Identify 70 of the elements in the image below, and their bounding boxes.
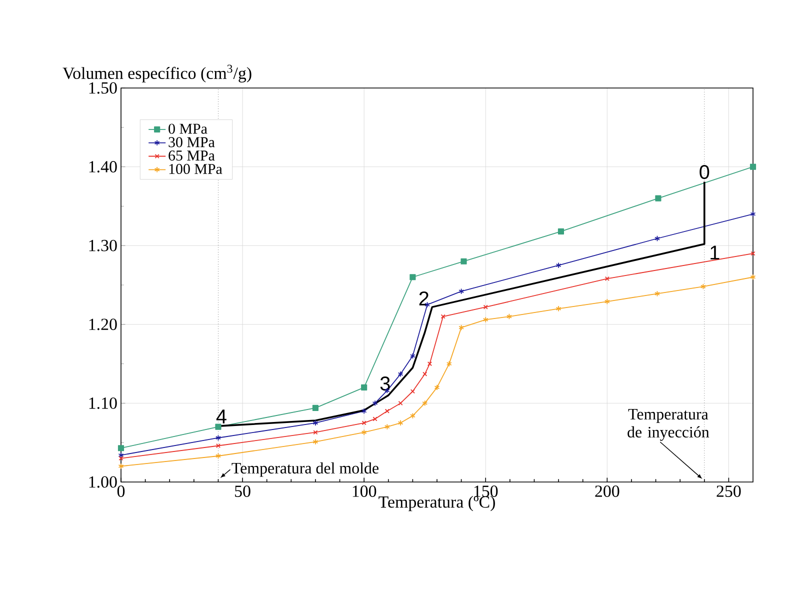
point	[604, 276, 610, 281]
point	[372, 416, 378, 422]
point	[410, 389, 415, 394]
point	[700, 284, 706, 290]
point	[483, 304, 488, 310]
point	[458, 288, 464, 294]
point	[361, 408, 367, 414]
point	[410, 274, 416, 280]
annotation: 0	[700, 164, 710, 180]
point	[558, 228, 564, 234]
annotation: 1	[710, 246, 720, 260]
y-tick-label: 1.50	[89, 82, 117, 94]
legend-label: 30 MPa	[168, 137, 215, 148]
point	[410, 412, 416, 419]
legend-label: 100 MPa	[169, 164, 222, 174]
point	[372, 400, 378, 406]
ref-line-label: Temperatura del molde	[232, 462, 378, 477]
point	[410, 352, 416, 359]
point	[556, 306, 562, 312]
y-tick-label: 1.40	[89, 161, 117, 173]
point	[362, 420, 366, 426]
point	[604, 298, 610, 305]
point	[460, 258, 467, 264]
point	[398, 371, 404, 378]
point	[434, 384, 440, 390]
ref-line-label: Temperatura de inyección	[628, 408, 710, 441]
legend-label: 65 MPa	[168, 150, 215, 161]
point	[440, 314, 446, 319]
point	[384, 424, 390, 430]
point	[458, 324, 464, 331]
x-tick-label: 150	[474, 486, 498, 497]
point	[654, 290, 660, 297]
y-tick-label: 1.20	[89, 318, 117, 330]
point	[427, 362, 432, 366]
x-tick-label: 50	[235, 486, 250, 497]
x-tick-label: 250	[716, 486, 741, 497]
point	[313, 430, 318, 435]
x-tick-label: 100	[352, 486, 376, 497]
point	[118, 445, 124, 452]
point	[750, 164, 756, 170]
point	[312, 438, 318, 445]
point	[216, 434, 221, 441]
point	[556, 262, 562, 268]
annotation: 3	[380, 376, 390, 391]
point	[312, 420, 318, 426]
point	[655, 195, 662, 202]
point	[654, 235, 660, 242]
y-tick-label: 1.30	[89, 240, 117, 252]
point	[216, 452, 221, 460]
point	[312, 404, 319, 411]
y-axis-title: Volumen específico (cm$^{3}$/g)	[62, 64, 252, 82]
annotation: 4	[216, 410, 226, 424]
y-tick-label: 1.10	[89, 397, 117, 409]
x-tick-label: 0	[117, 486, 125, 497]
point	[215, 424, 222, 430]
point	[446, 360, 452, 367]
point	[361, 384, 368, 390]
point	[422, 372, 428, 376]
point	[506, 313, 512, 320]
point	[398, 400, 403, 406]
x-axis-title: Temperatura (ºC)	[378, 496, 495, 512]
point	[384, 408, 390, 414]
x-tick-label: 200	[595, 486, 620, 497]
legend-label: 0 MPa	[168, 124, 208, 134]
point	[422, 400, 428, 406]
point	[482, 316, 488, 323]
point	[398, 420, 404, 426]
point	[216, 443, 221, 448]
point	[361, 429, 367, 436]
y-tick-label: 1.00	[89, 476, 117, 488]
